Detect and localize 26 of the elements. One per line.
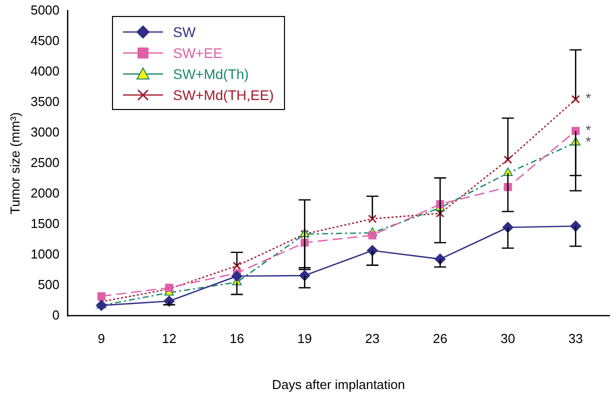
- y-tick-label: 3500: [30, 94, 60, 109]
- y-tick-label: 2000: [30, 185, 60, 200]
- legend-label: SW+Md(TH,EE): [173, 86, 274, 102]
- y-tick-label: 3000: [30, 124, 60, 140]
- legend-label: SW: [173, 24, 196, 40]
- x-tick-label: 19: [297, 331, 312, 346]
- x-tick-label: 23: [365, 331, 380, 346]
- annotation: *: [586, 90, 592, 106]
- y-tick-label: 5000: [30, 2, 60, 18]
- y-tick-label: 4000: [30, 63, 60, 78]
- y-tick-label: 2500: [30, 154, 60, 170]
- y-axis-title: Tumor size (mm³): [7, 112, 22, 214]
- x-tick-label: 12: [162, 331, 176, 346]
- x-tick-label: 9: [98, 331, 106, 346]
- x-tick-label: 16: [230, 331, 244, 346]
- x-axis-title: Days after implantation: [272, 376, 405, 392]
- y-tick-label: 0: [52, 307, 60, 322]
- y-tick-label: 4500: [30, 32, 60, 48]
- x-tick-label: 30: [500, 331, 516, 346]
- legend-label: SW+EE: [173, 44, 222, 60]
- x-tick-label: 26: [432, 331, 448, 346]
- y-tick-label: 500: [38, 276, 60, 292]
- y-tick-label: 1500: [30, 216, 60, 231]
- legend-label: SW+Md(Th): [173, 66, 249, 82]
- y-tick-label: 1000: [30, 246, 60, 262]
- x-tick-label: 33: [568, 331, 583, 346]
